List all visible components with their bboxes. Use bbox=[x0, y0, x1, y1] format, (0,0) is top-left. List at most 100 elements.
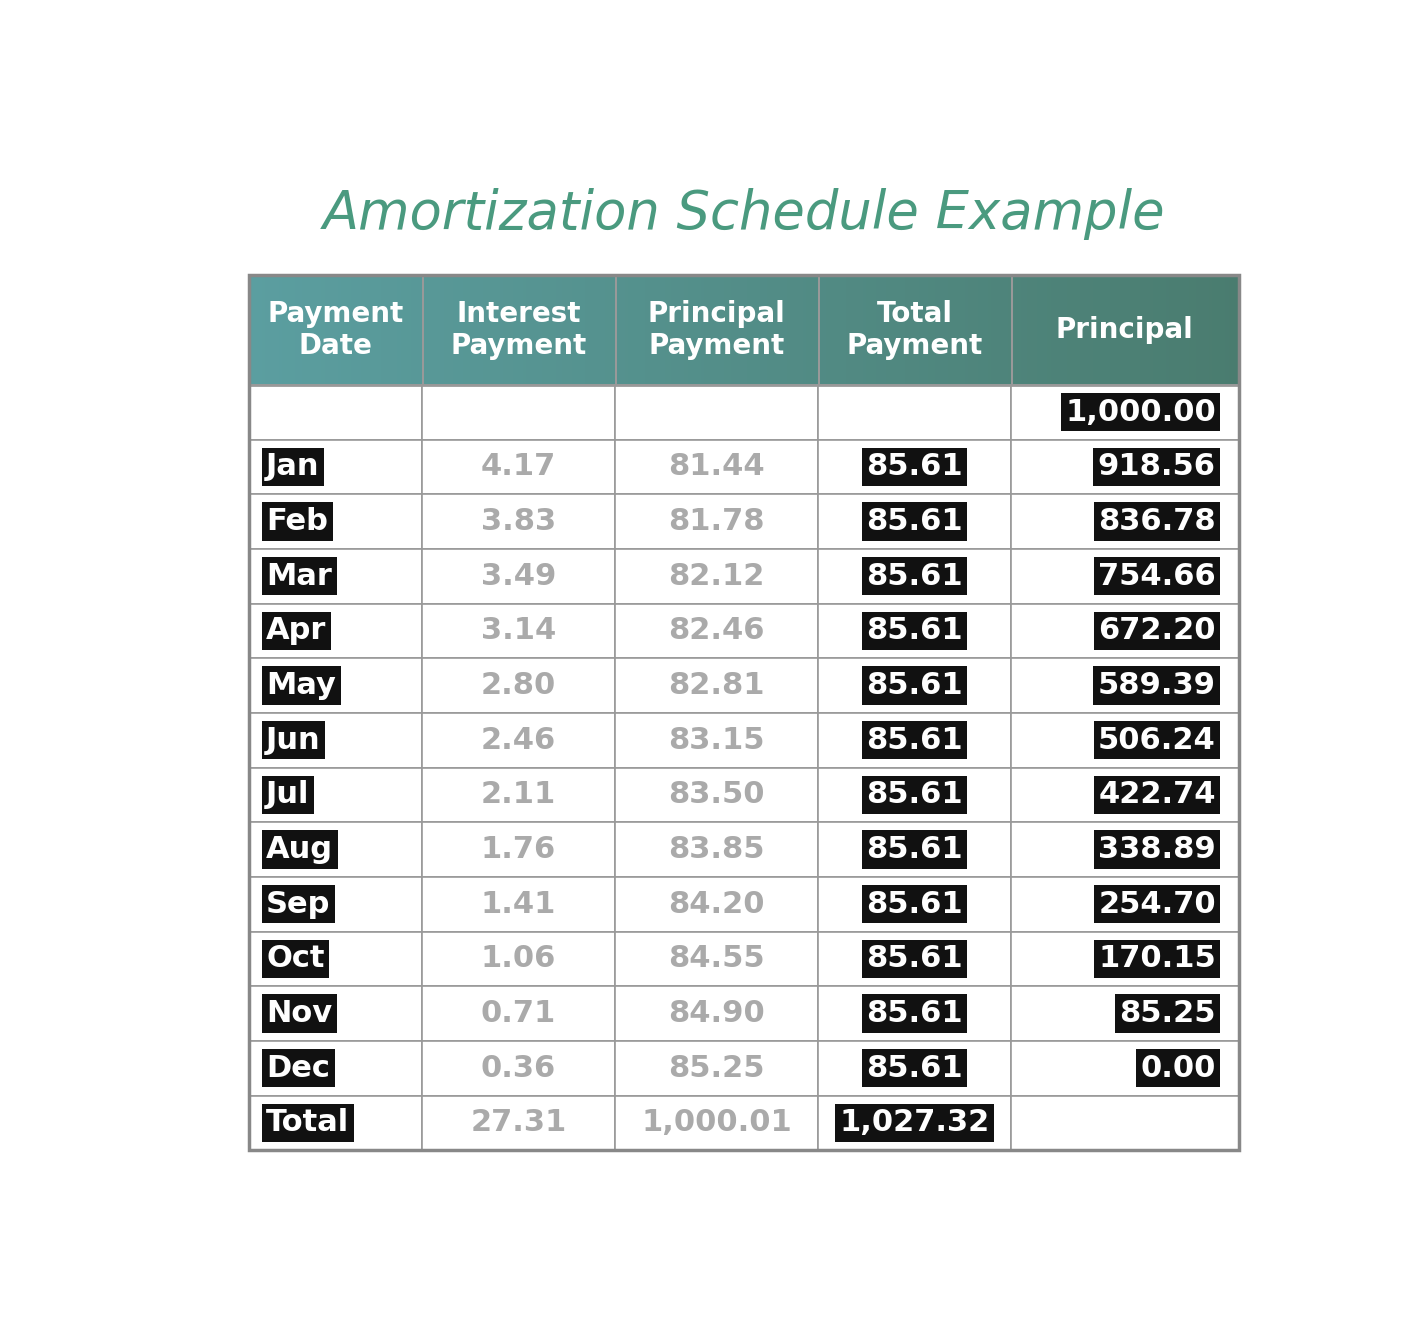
Bar bbox=[572, 276, 576, 384]
Bar bbox=[751, 276, 755, 384]
Bar bbox=[820, 276, 824, 384]
Bar bbox=[938, 276, 942, 384]
Bar bbox=[614, 822, 817, 877]
Bar bbox=[724, 276, 728, 384]
Text: Jun: Jun bbox=[267, 725, 321, 754]
Bar bbox=[810, 276, 815, 384]
Bar bbox=[499, 276, 504, 384]
Bar bbox=[253, 276, 257, 384]
Bar bbox=[708, 276, 712, 384]
Bar bbox=[1067, 276, 1071, 384]
Bar bbox=[1074, 276, 1078, 384]
Bar bbox=[248, 768, 421, 822]
Bar bbox=[958, 276, 962, 384]
Bar bbox=[694, 276, 698, 384]
Bar bbox=[664, 276, 668, 384]
Bar bbox=[1216, 276, 1220, 384]
Bar bbox=[741, 276, 745, 384]
Bar bbox=[1017, 276, 1022, 384]
Bar bbox=[771, 276, 775, 384]
Text: Amortization Schedule Example: Amortization Schedule Example bbox=[322, 189, 1165, 240]
Bar bbox=[604, 276, 610, 384]
Text: 85.61: 85.61 bbox=[866, 507, 962, 536]
Bar bbox=[1196, 276, 1200, 384]
Bar bbox=[1127, 276, 1131, 384]
Bar bbox=[898, 276, 902, 384]
Text: 85.61: 85.61 bbox=[866, 671, 962, 700]
Text: 83.15: 83.15 bbox=[668, 725, 765, 754]
Bar bbox=[248, 713, 421, 768]
Bar bbox=[644, 276, 648, 384]
Bar bbox=[1027, 276, 1032, 384]
Bar bbox=[298, 276, 302, 384]
Bar bbox=[876, 276, 880, 384]
Text: 85.61: 85.61 bbox=[866, 452, 962, 481]
Bar bbox=[1189, 276, 1193, 384]
Bar bbox=[806, 276, 810, 384]
Bar bbox=[813, 276, 817, 384]
Bar bbox=[302, 276, 307, 384]
Bar bbox=[888, 276, 894, 384]
Bar bbox=[928, 276, 932, 384]
Bar bbox=[1034, 276, 1039, 384]
Text: 2.80: 2.80 bbox=[481, 671, 556, 700]
Bar bbox=[780, 276, 785, 384]
Bar bbox=[502, 276, 508, 384]
Bar bbox=[1209, 276, 1213, 384]
Bar bbox=[272, 276, 277, 384]
Text: 672.20: 672.20 bbox=[1098, 617, 1216, 646]
Bar bbox=[473, 276, 478, 384]
Text: 836.78: 836.78 bbox=[1098, 507, 1216, 536]
Bar bbox=[263, 276, 267, 384]
Bar bbox=[935, 276, 939, 384]
Bar bbox=[902, 276, 907, 384]
Bar bbox=[322, 276, 326, 384]
Bar bbox=[248, 822, 421, 877]
Text: Nov: Nov bbox=[267, 999, 332, 1028]
Bar bbox=[817, 494, 1010, 548]
Bar bbox=[292, 276, 297, 384]
Text: 85.61: 85.61 bbox=[866, 781, 962, 810]
Bar bbox=[1077, 276, 1081, 384]
Text: 1,000.01: 1,000.01 bbox=[641, 1108, 792, 1137]
Bar bbox=[972, 276, 976, 384]
Bar bbox=[922, 276, 927, 384]
Bar bbox=[763, 276, 768, 384]
Bar bbox=[1010, 713, 1239, 768]
Bar bbox=[918, 276, 922, 384]
Bar bbox=[1219, 276, 1223, 384]
Bar bbox=[536, 276, 541, 384]
Bar bbox=[421, 822, 614, 877]
Bar bbox=[482, 276, 488, 384]
Bar bbox=[1087, 276, 1091, 384]
Bar bbox=[566, 276, 570, 384]
Bar bbox=[397, 276, 402, 384]
Bar bbox=[248, 658, 421, 713]
Bar bbox=[288, 276, 292, 384]
Bar bbox=[1010, 604, 1239, 658]
Bar bbox=[1229, 276, 1233, 384]
Bar bbox=[1057, 276, 1061, 384]
Bar bbox=[863, 276, 867, 384]
Bar bbox=[460, 276, 464, 384]
Bar bbox=[258, 276, 263, 384]
Bar bbox=[614, 494, 817, 548]
Bar bbox=[885, 276, 890, 384]
Bar bbox=[651, 276, 656, 384]
Bar bbox=[817, 987, 1010, 1041]
Text: Sep: Sep bbox=[267, 890, 331, 918]
Text: 81.44: 81.44 bbox=[668, 452, 765, 481]
Bar bbox=[721, 276, 725, 384]
Text: 83.85: 83.85 bbox=[668, 835, 765, 864]
Bar bbox=[988, 276, 992, 384]
Bar bbox=[248, 931, 421, 987]
Bar bbox=[1047, 276, 1051, 384]
Bar bbox=[817, 276, 820, 384]
Bar bbox=[248, 548, 421, 604]
Bar bbox=[648, 276, 653, 384]
Bar bbox=[817, 440, 1010, 494]
Bar bbox=[1010, 440, 1239, 494]
Bar bbox=[1139, 276, 1144, 384]
Text: 1.76: 1.76 bbox=[481, 835, 556, 864]
Bar bbox=[1222, 276, 1226, 384]
